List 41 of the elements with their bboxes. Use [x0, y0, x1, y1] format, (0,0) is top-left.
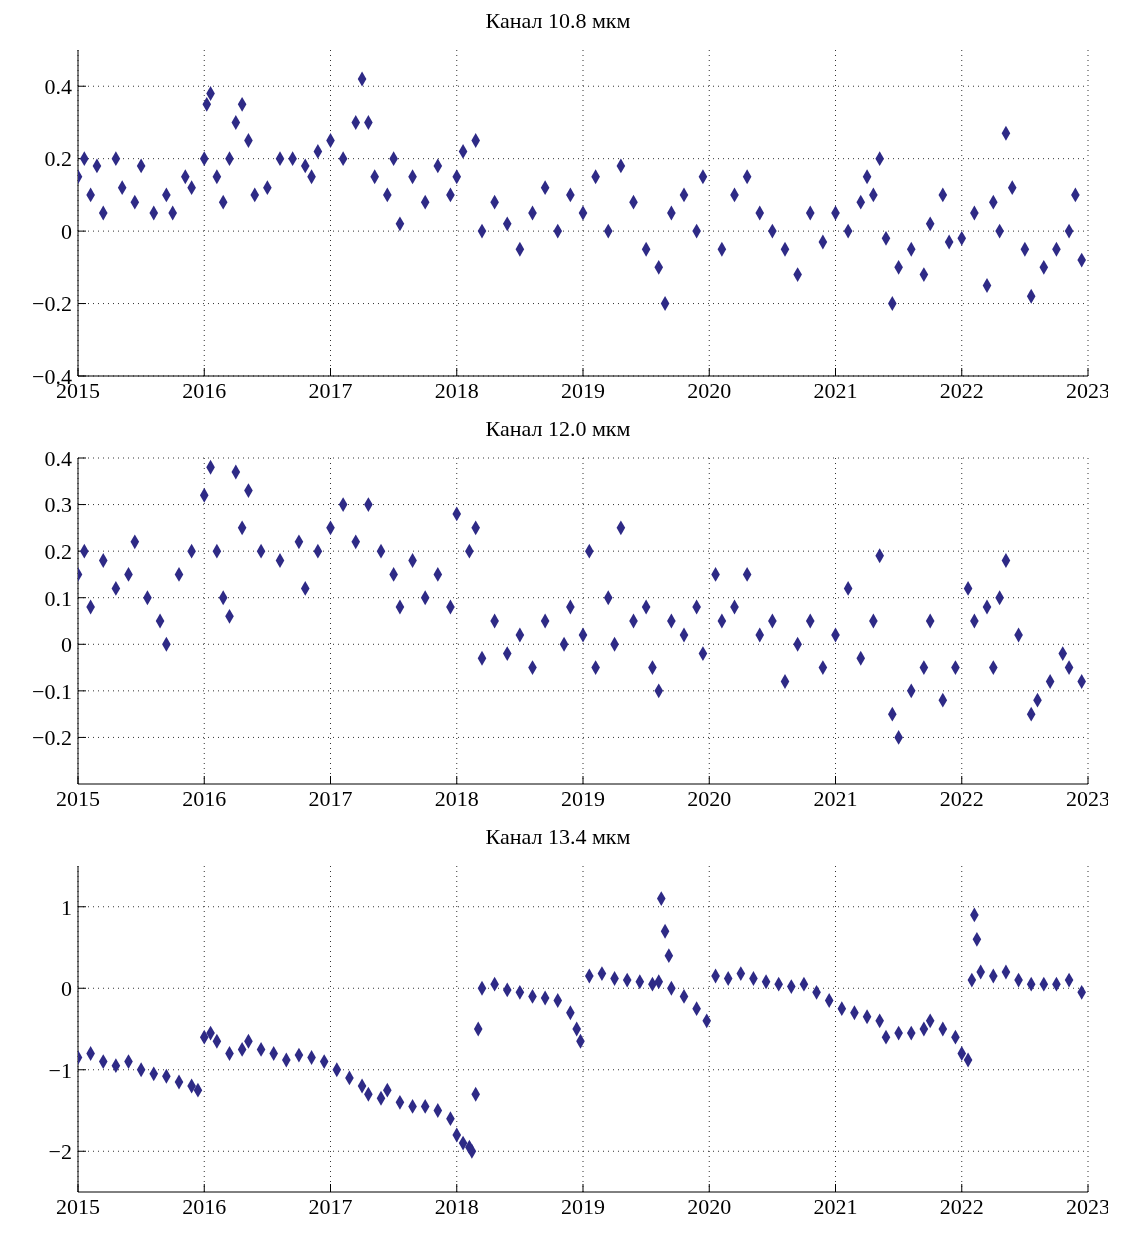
x-tick-label: 2021: [813, 785, 858, 811]
y-tick-label: 0.2: [44, 538, 72, 564]
chart-title: Канал 13.4 мкм: [484, 824, 632, 851]
x-tick-label: 2019: [561, 377, 605, 403]
y-tick-label: 1: [61, 894, 72, 920]
y-tick-label: −2: [48, 1139, 72, 1165]
x-tick-label: 2016: [182, 1193, 227, 1219]
y-tick-label: 0: [61, 218, 72, 244]
x-tick-label: 2017: [308, 1193, 353, 1219]
x-tick-label: 2018: [434, 785, 479, 811]
x-tick-label: 2018: [434, 377, 479, 403]
y-tick-label: −0.2: [32, 291, 72, 317]
x-tick-label: 2022: [939, 785, 984, 811]
chart-title: Канал 12.0 мкм: [484, 416, 632, 443]
x-tick-label: 2017: [308, 785, 353, 811]
x-tick-label: 2022: [939, 1193, 984, 1219]
chart-title: Канал 10.8 мкм: [484, 8, 632, 35]
x-tick-label: 2019: [561, 785, 605, 811]
y-tick-label: 0.4: [44, 445, 72, 471]
x-tick-label: 2022: [939, 377, 984, 403]
x-tick-label: 2017: [308, 377, 353, 403]
x-tick-label: 2021: [813, 377, 858, 403]
x-tick-label: 2016: [182, 377, 227, 403]
y-tick-label: 0.1: [44, 585, 72, 611]
y-tick-label: 0.3: [44, 492, 72, 518]
x-tick-label: 2016: [182, 785, 227, 811]
y-tick-label: 0.4: [44, 74, 72, 100]
x-tick-label: 2021: [813, 1193, 858, 1219]
y-tick-label: 0.2: [44, 146, 72, 172]
y-tick-label: −1: [48, 1057, 72, 1083]
y-tick-label: 0: [61, 976, 72, 1002]
x-tick-label: 2018: [434, 1193, 479, 1219]
x-tick-label: 2020: [687, 1193, 732, 1219]
x-tick-label: 2015: [56, 785, 100, 811]
y-tick-label: −0.2: [32, 725, 72, 751]
x-tick-label: 2019: [561, 1193, 605, 1219]
x-tick-label: 2020: [687, 785, 732, 811]
x-tick-label: 2015: [56, 1193, 100, 1219]
x-tick-label: 2020: [687, 377, 732, 403]
y-tick-label: 0: [61, 632, 72, 658]
y-tick-label: −0.1: [32, 678, 72, 704]
